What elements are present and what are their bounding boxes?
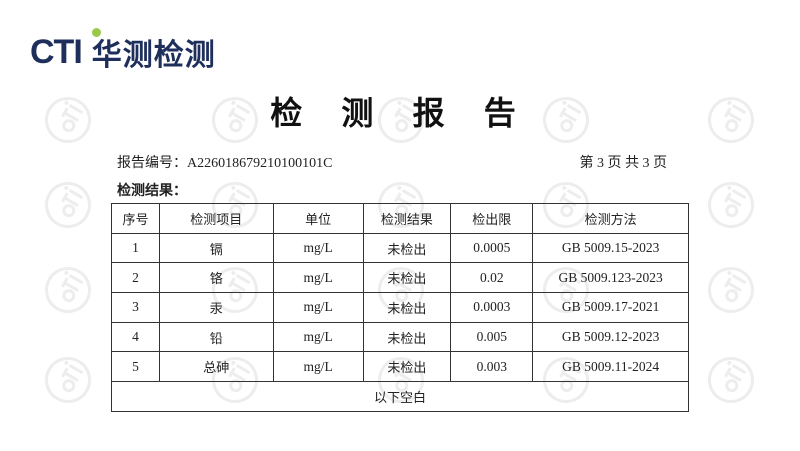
- table-footer: 以下空白: [111, 381, 689, 412]
- cell-limit: 0.0003: [450, 292, 534, 323]
- watermark-cti-icon: [699, 258, 763, 322]
- report-number: 报告编号：A22601867921010010​1C: [117, 156, 333, 171]
- cell-item: 总砷: [158, 351, 274, 383]
- cell-result: 未检出: [362, 351, 452, 383]
- results-table: 序号 检测项目 单位 检测结果 检出限 检测方法 1 镉 mg/L 未检出 0.0005…: [111, 203, 689, 412]
- cell-method: GB 5009.11-2024: [532, 351, 689, 383]
- cell-unit: mg/L: [272, 232, 364, 264]
- watermark-stroke: [59, 201, 78, 220]
- watermark-stroke: [725, 280, 742, 292]
- watermark-stroke: [396, 185, 403, 191]
- watermark-stroke: [561, 185, 568, 191]
- header-cell: 检测结果: [362, 203, 452, 234]
- cell-index: 3: [111, 292, 160, 323]
- watermark-stroke: [61, 192, 69, 203]
- watermark-stroke: [722, 201, 741, 220]
- watermark-stroke: [63, 270, 70, 276]
- watermark-stroke: [61, 277, 69, 288]
- cell-unit: mg/L: [272, 351, 364, 383]
- watermark-stroke: [62, 280, 79, 292]
- cell-item: 铬: [158, 262, 274, 294]
- watermark-stroke: [726, 360, 733, 366]
- table-header-row: 序号 检测项目 单位 检测结果 检出限 检测方法: [111, 203, 689, 234]
- watermark-stroke: [566, 189, 582, 200]
- watermark-stroke: [731, 364, 747, 375]
- logo-brand: CTI: [30, 32, 83, 71]
- watermark-stroke: [726, 270, 733, 276]
- table-row: 4 铅 mg/L 未检出 0.005 GB 5009.12-2023: [111, 321, 689, 353]
- watermark-cti-icon: [36, 173, 100, 237]
- cell-unit: mg/L: [272, 262, 364, 294]
- watermark-cti-icon: [36, 258, 100, 322]
- table-row: 1 镉 mg/L 未检出 0.0005 GB 5009.15-2023: [111, 232, 689, 264]
- header-cell: 检测方法: [532, 203, 689, 234]
- cell-item: 铅: [158, 321, 274, 353]
- cell-unit: mg/L: [272, 292, 364, 323]
- cell-index: 4: [111, 321, 160, 353]
- section-title: 检测结果：: [117, 183, 187, 199]
- watermark-stroke: [61, 367, 69, 378]
- table-row: 2 铬 mg/L 未检出 0.02 GB 5009.123-2023: [111, 262, 689, 294]
- watermark-stroke: [401, 189, 417, 200]
- page-info: 第 3 页 共 3 页: [579, 156, 668, 171]
- watermark-stroke: [394, 192, 402, 203]
- watermark-stroke: [725, 370, 742, 382]
- header-cell: 单位: [272, 203, 364, 234]
- watermark-stroke: [731, 189, 747, 200]
- cell-method: GB 5009.17-2021: [532, 292, 689, 323]
- table-row: 3 汞 mg/L 未检出 0.0003 GB 5009.17-2021: [111, 292, 689, 323]
- cell-index: 1: [111, 232, 160, 264]
- cell-item: 汞: [158, 292, 274, 323]
- company-logo: CTI 华测检测: [30, 28, 216, 74]
- watermark-stroke: [722, 376, 741, 395]
- watermark-stroke: [724, 192, 732, 203]
- logo-name: 华测检测: [91, 38, 216, 73]
- watermark-stroke: [726, 185, 733, 191]
- watermark-stroke: [230, 185, 237, 191]
- cell-method: GB 5009.123-2023: [532, 262, 689, 294]
- cell-limit: 0.02: [450, 262, 534, 294]
- cell-method: GB 5009.12-2023: [532, 321, 689, 353]
- cell-result: 未检出: [362, 262, 452, 294]
- page-title: 检 测 报 告: [270, 94, 530, 132]
- cell-unit: mg/L: [272, 321, 364, 353]
- cell-limit: 0.0005: [450, 232, 534, 264]
- cell-result: 未检出: [362, 292, 452, 323]
- table-footer-row: 以下空白: [111, 381, 689, 412]
- watermark-stroke: [725, 195, 742, 207]
- watermark-cti-icon: [699, 348, 763, 412]
- cell-method: GB 5009.15-2023: [532, 232, 689, 264]
- watermark-stroke: [724, 277, 732, 288]
- watermark-stroke: [62, 370, 79, 382]
- watermark-stroke: [59, 376, 78, 395]
- header-cell: 序号: [111, 203, 160, 234]
- watermark-stroke: [235, 189, 251, 200]
- cell-limit: 0.005: [450, 321, 534, 353]
- table-row: 5 总砷 mg/L 未检出 0.003 GB 5009.11-2024: [111, 351, 689, 383]
- cell-item: 镉: [158, 232, 274, 264]
- cell-index: 5: [111, 351, 160, 383]
- watermark-stroke: [724, 367, 732, 378]
- watermark-stroke: [731, 274, 747, 285]
- cell-index: 2: [111, 262, 160, 294]
- watermark-stroke: [228, 192, 236, 203]
- cell-limit: 0.003: [450, 351, 534, 383]
- watermark-stroke: [59, 286, 78, 305]
- watermark-stroke: [722, 286, 741, 305]
- watermark-cti-icon: [699, 173, 763, 237]
- watermark-stroke: [62, 195, 79, 207]
- cell-result: 未检出: [362, 232, 452, 264]
- header-cell: 检出限: [450, 203, 534, 234]
- header-cell: 检测项目: [158, 203, 274, 234]
- watermark-stroke: [68, 364, 84, 375]
- watermark-stroke: [63, 360, 70, 366]
- watermark-stroke: [68, 189, 84, 200]
- watermark-stroke: [63, 185, 70, 191]
- watermark-cti-icon: [36, 348, 100, 412]
- watermark-stroke: [559, 192, 567, 203]
- logo-dot-icon: [92, 28, 101, 37]
- cell-result: 未检出: [362, 321, 452, 353]
- watermark-stroke: [68, 274, 84, 285]
